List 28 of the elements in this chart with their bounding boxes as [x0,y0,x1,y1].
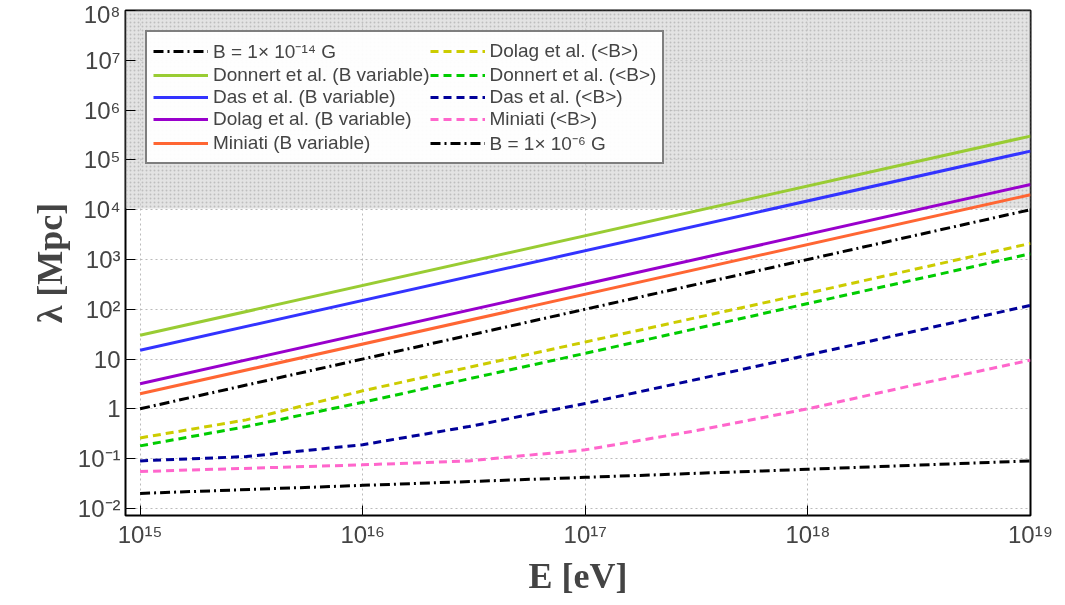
y-axis-title: λ [Mpc] [29,202,70,324]
legend-label: Das et al. (B variable) [213,86,396,108]
y-tick-label: 1 [107,395,121,423]
legend-label: Dolag et al. (B variable) [213,108,412,130]
y-tick-label: 10⁷ [85,46,121,74]
legend-label: Dolag et al. (<B>) [489,40,639,62]
y-tick-label: 10⁶ [83,96,121,124]
y-tick-label: 10⁸ [83,0,121,28]
y-tick-label: 10² [85,295,121,323]
legend-label: Donnert et al. (<B>) [489,64,657,86]
legend-label: Miniati (B variable) [213,132,371,154]
y-tick-label: 10⁻² [77,494,121,522]
x-tick-label: 10¹⁶ [340,520,385,548]
x-axis-title: E [eV] [528,555,628,596]
y-tick-label: 10 [93,345,121,373]
legend-label: Miniati (<B>) [489,108,598,130]
y-tick-label: 10⁻¹ [77,445,121,473]
x-tick-label: 10¹⁷ [563,520,607,548]
x-tick-label: 10¹⁸ [785,520,831,548]
x-tick-label: 10¹⁵ [117,520,163,548]
legend-label: Das et al. (<B>) [489,86,623,108]
y-tick-label: 10³ [85,245,121,273]
legend-label: B = 1× 10⁻¹⁴ G [213,40,336,64]
legend-label: Donnert et al. (B variable) [213,64,430,86]
x-tick-label: 10¹⁹ [1008,520,1053,548]
legend-label: B = 1× 10⁻⁶ G [489,132,606,156]
y-tick-label: 10⁵ [83,146,121,174]
y-tick-label: 10⁴ [83,196,121,224]
